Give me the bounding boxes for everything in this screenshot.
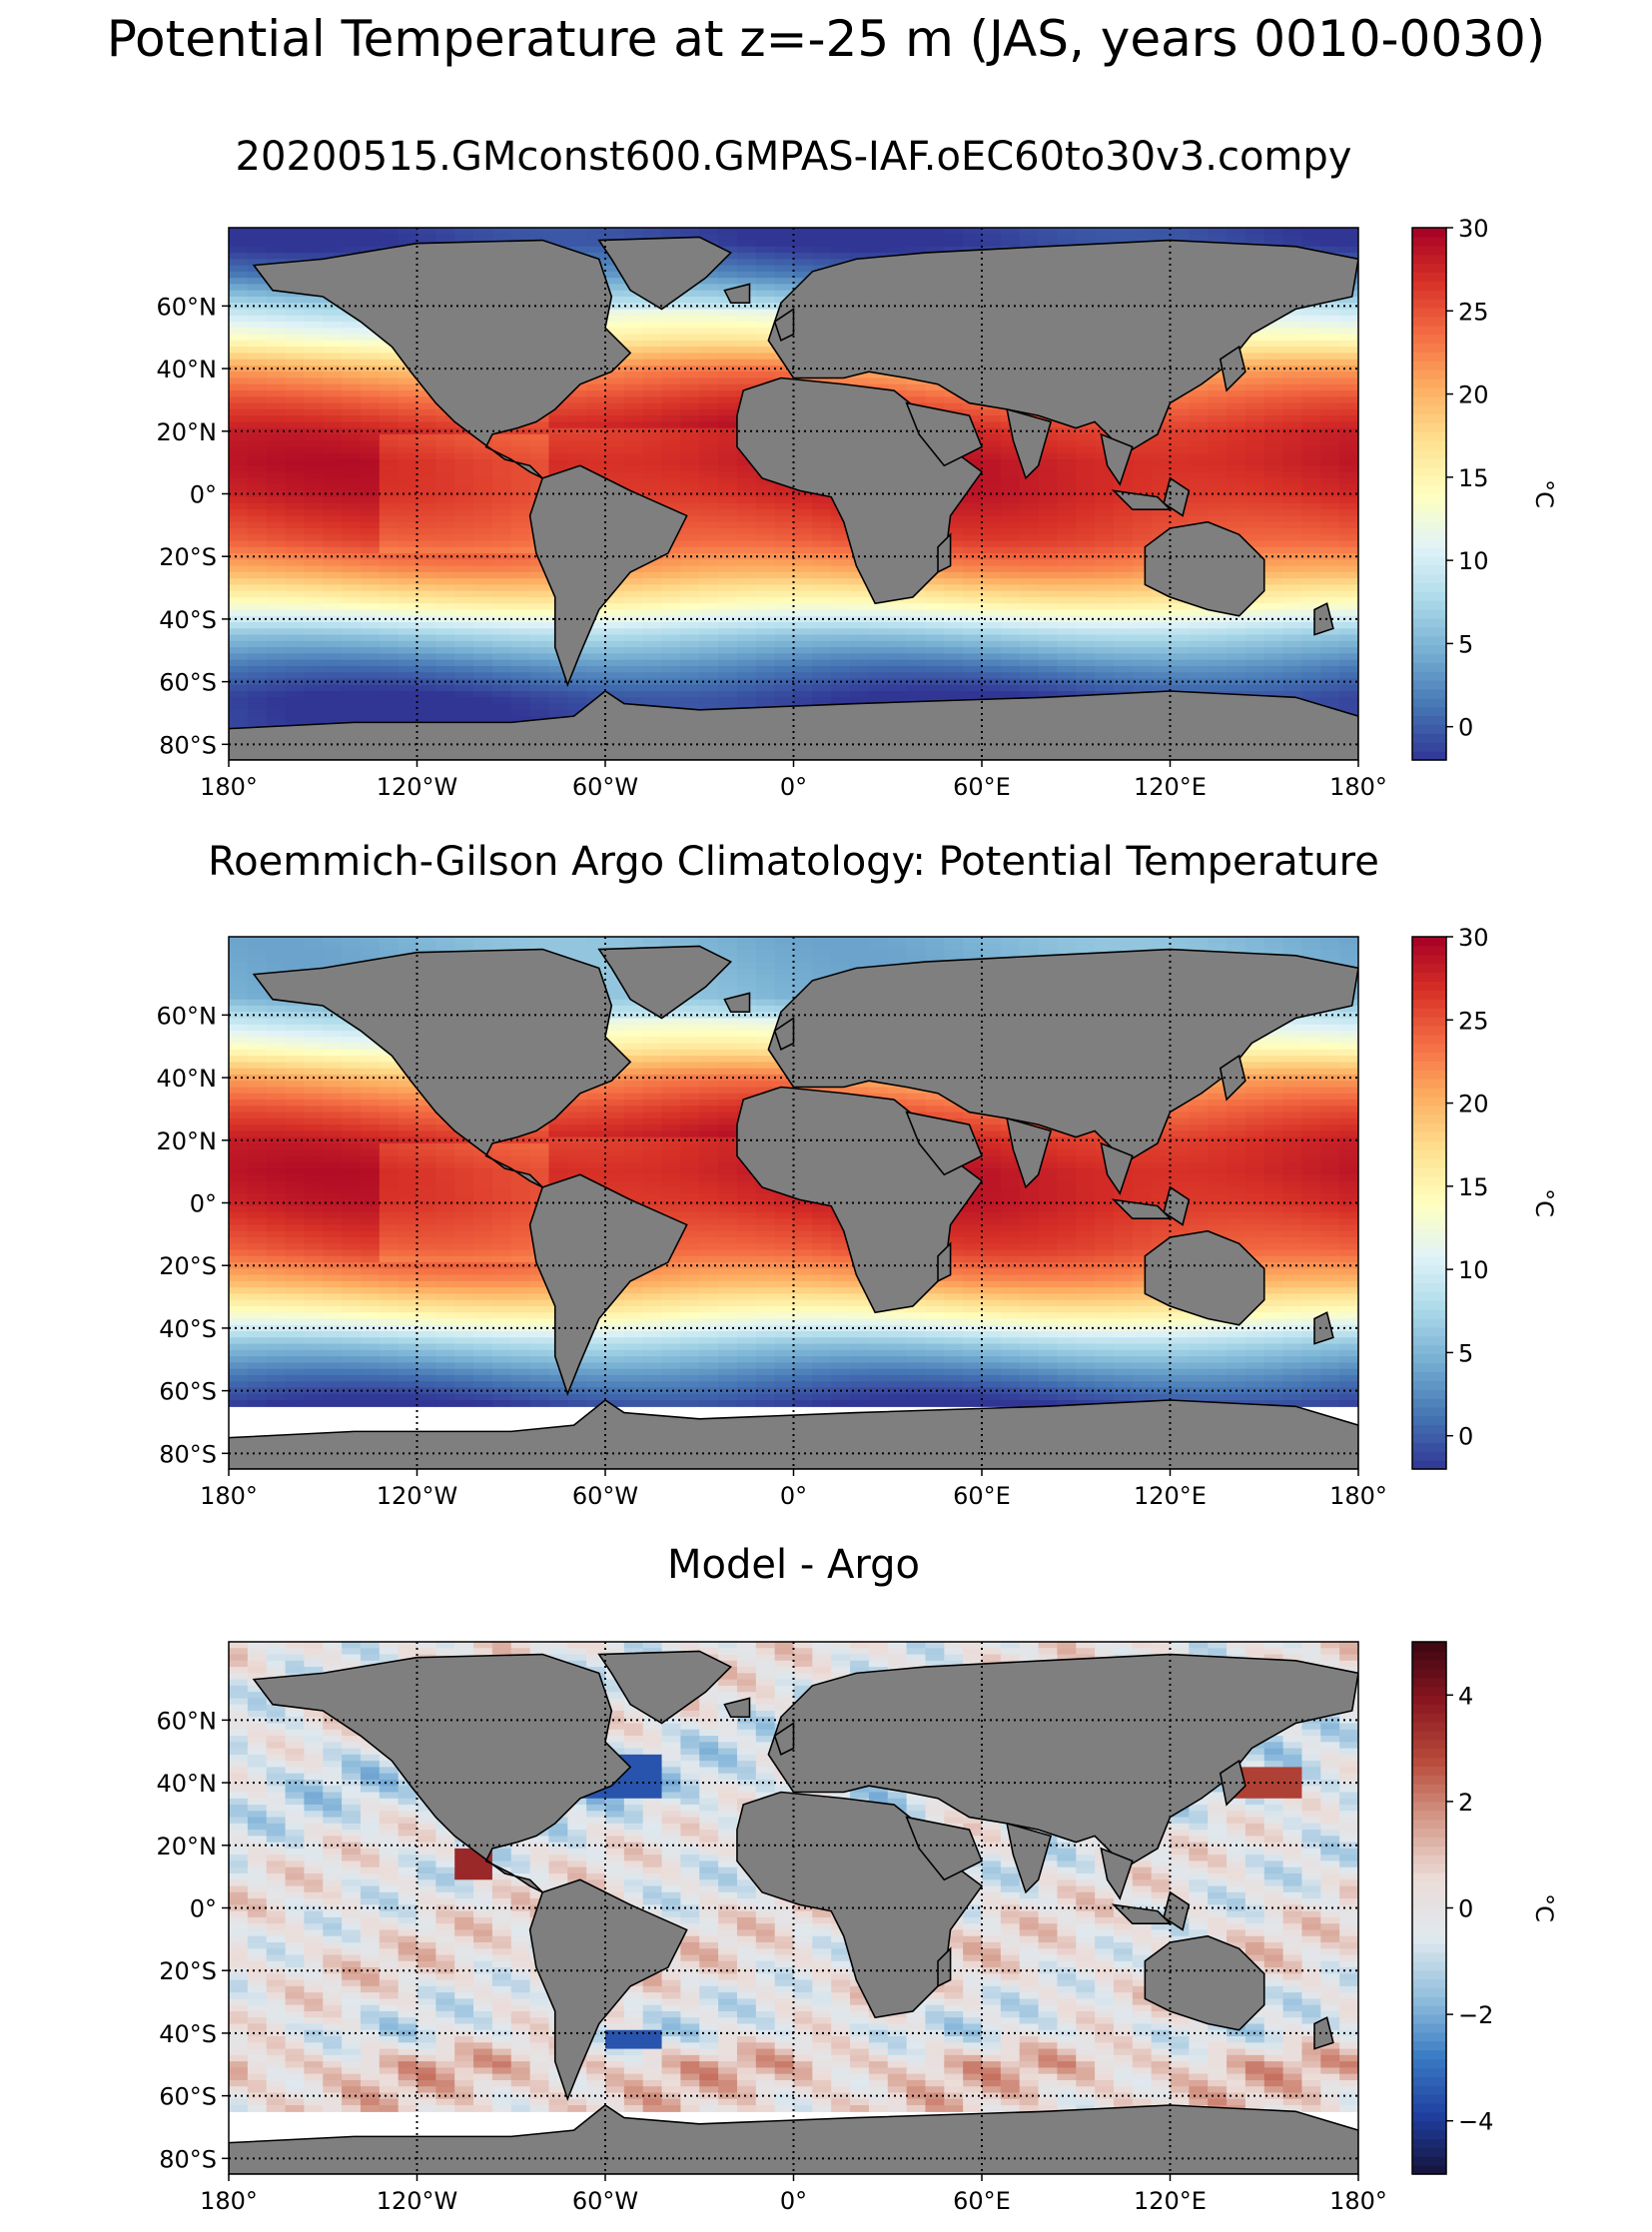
x-tick-label: 0°	[780, 773, 807, 801]
y-tick-label: 60°S	[159, 1378, 217, 1406]
y-tick-label: 40°S	[159, 2020, 217, 2048]
colorbar-tick-label: 5	[1458, 1339, 1473, 1367]
y-tick-label: 60°S	[159, 669, 217, 697]
y-tick-label: 80°S	[159, 1440, 217, 1468]
y-tick-label: 40°N	[157, 356, 218, 383]
x-tick-label: 180°	[200, 2187, 258, 2215]
y-tick-label: 40°N	[157, 1770, 218, 1798]
colorbar-tick-label: 0	[1458, 1423, 1473, 1451]
colorbar-tick-label: 20	[1458, 381, 1489, 409]
colorbar-tick-label: 20	[1458, 1091, 1489, 1118]
colorbar-tick-label: 25	[1458, 298, 1489, 326]
colorbar-tick-label: 15	[1458, 464, 1489, 492]
colorbar-tick-label: 30	[1458, 215, 1489, 243]
panel-1: 20200515.GMconst600.GMPAS-IAF.oEC60to30v…	[157, 134, 1559, 801]
colorbar-tick-label: 5	[1458, 630, 1473, 658]
x-tick-label: 180°	[200, 1482, 258, 1510]
x-tick-label: 60°E	[953, 1482, 1011, 1510]
panels: 20200515.GMconst600.GMPAS-IAF.oEC60to30v…	[157, 134, 1559, 2215]
colorbar-label: °C	[1530, 479, 1558, 508]
y-tick-label: 60°N	[157, 1707, 218, 1735]
x-tick-label: 180°	[200, 773, 258, 801]
x-tick-label: 120°E	[1134, 1482, 1207, 1510]
map-area	[229, 1642, 1358, 2174]
x-tick-label: 180°	[1329, 2187, 1387, 2215]
y-tick-label: 20°N	[157, 1833, 218, 1860]
colorbar: −4 −2 0 2 4 °C	[1411, 1641, 1558, 2175]
colorbar-label: °C	[1530, 1893, 1558, 1922]
panel-title: Model - Argo	[667, 1542, 920, 1588]
colorbar-label: °C	[1530, 1188, 1558, 1217]
x-tick-label: 0°	[780, 2187, 807, 2215]
x-tick-label: 120°W	[377, 1482, 458, 1510]
y-tick-label: 80°S	[159, 2145, 217, 2173]
colorbar-tick-label: 15	[1458, 1173, 1489, 1201]
y-tick-label: 60°N	[157, 293, 218, 321]
colorbar: 0 5 10 15 20 25 30 °C	[1411, 924, 1558, 1470]
x-tick-label: 120°W	[377, 2187, 458, 2215]
panel-title: 20200515.GMconst600.GMPAS-IAF.oEC60to30v…	[236, 134, 1352, 180]
y-tick-label: 20°S	[159, 1252, 217, 1280]
panel-2: Roemmich-Gilson Argo Climatology: Potent…	[157, 839, 1559, 1510]
panel-title: Roemmich-Gilson Argo Climatology: Potent…	[208, 839, 1379, 885]
map-area	[229, 937, 1358, 1469]
y-tick-label: 40°S	[159, 606, 217, 634]
colorbar-tick-label: −2	[1458, 2001, 1493, 2029]
x-tick-label: 60°W	[572, 1482, 638, 1510]
x-tick-label: 60°E	[953, 2187, 1011, 2215]
colorbar-tick-label: 0	[1458, 1895, 1473, 1923]
y-tick-label: 60°N	[157, 1002, 218, 1030]
y-tick-label: 0°	[190, 481, 217, 509]
x-tick-label: 180°	[1329, 773, 1387, 801]
x-tick-label: 180°	[1329, 1482, 1387, 1510]
colorbar-tick-label: 4	[1458, 1682, 1473, 1710]
x-tick-label: 120°W	[377, 773, 458, 801]
y-tick-label: 0°	[190, 1895, 217, 1923]
colorbar-tick-label: −4	[1458, 2108, 1493, 2136]
panel-3: Model - Argo 180° 120°W 60°W 0° 60°E 120°E 180°…	[157, 1542, 1559, 2215]
y-tick-label: 40°S	[159, 1315, 217, 1343]
y-tick-label: 20°S	[159, 543, 217, 571]
y-tick-label: 20°N	[157, 1127, 218, 1155]
colorbar-tick-label: 10	[1458, 1256, 1489, 1284]
x-tick-label: 0°	[780, 1482, 807, 1510]
y-tick-label: 20°S	[159, 1957, 217, 1985]
colorbar-tick-label: 0	[1458, 714, 1473, 742]
colorbar-tick-label: 25	[1458, 1007, 1489, 1035]
map-area	[229, 228, 1358, 760]
x-tick-label: 60°W	[572, 773, 638, 801]
x-tick-label: 60°W	[572, 2187, 638, 2215]
y-tick-label: 40°N	[157, 1065, 218, 1093]
y-tick-label: 80°S	[159, 731, 217, 759]
y-tick-label: 60°S	[159, 2083, 217, 2111]
x-tick-label: 120°E	[1134, 773, 1207, 801]
y-tick-label: 20°N	[157, 418, 218, 446]
colorbar-tick-label: 30	[1458, 924, 1489, 952]
colorbar: 0 5 10 15 20 25 30 °C	[1411, 215, 1558, 761]
y-tick-label: 0°	[190, 1190, 217, 1218]
colorbar-tick-label: 10	[1458, 547, 1489, 575]
colorbar-tick-label: 2	[1458, 1789, 1473, 1817]
x-tick-label: 60°E	[953, 773, 1011, 801]
figure-suptitle: Potential Temperature at z=-25 m (JAS, y…	[107, 10, 1546, 68]
x-tick-label: 120°E	[1134, 2187, 1207, 2215]
